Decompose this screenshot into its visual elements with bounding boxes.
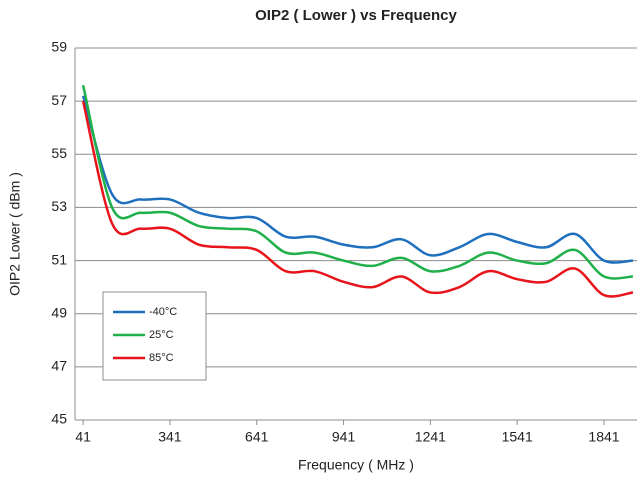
y-tick-label: 47 <box>51 358 67 374</box>
y-tick-label: 57 <box>51 92 67 108</box>
series-line <box>81 100 634 298</box>
y-tick-label: 51 <box>51 251 67 267</box>
x-tick-label: 641 <box>245 429 269 445</box>
y-tick-label: 59 <box>51 39 67 55</box>
series-line <box>81 95 634 264</box>
x-tick-label: 941 <box>332 429 356 445</box>
legend-label: 25°C <box>149 329 174 341</box>
x-tick-label: 41 <box>75 429 91 445</box>
x-tick-label: 1841 <box>588 429 619 445</box>
x-tick-label: 1241 <box>415 429 446 445</box>
legend-label: -40°C <box>149 306 177 318</box>
y-tick-label: 53 <box>51 198 67 214</box>
y-tick-label: 45 <box>51 411 67 427</box>
y-tick-label: 55 <box>51 145 67 161</box>
legend-box <box>102 291 207 381</box>
y-axis-label: OIP2 Lower ( dBm ) <box>7 172 23 296</box>
x-axis-label: Frequency ( MHz ) <box>298 457 414 473</box>
y-tick-label: 49 <box>51 304 67 320</box>
legend-label: 85°C <box>149 352 174 364</box>
chart-title: OIP2 ( Lower ) vs Frequency <box>255 7 457 24</box>
x-tick-label: 1541 <box>502 429 533 445</box>
x-tick-label: 341 <box>158 429 182 445</box>
series-line <box>81 84 634 280</box>
